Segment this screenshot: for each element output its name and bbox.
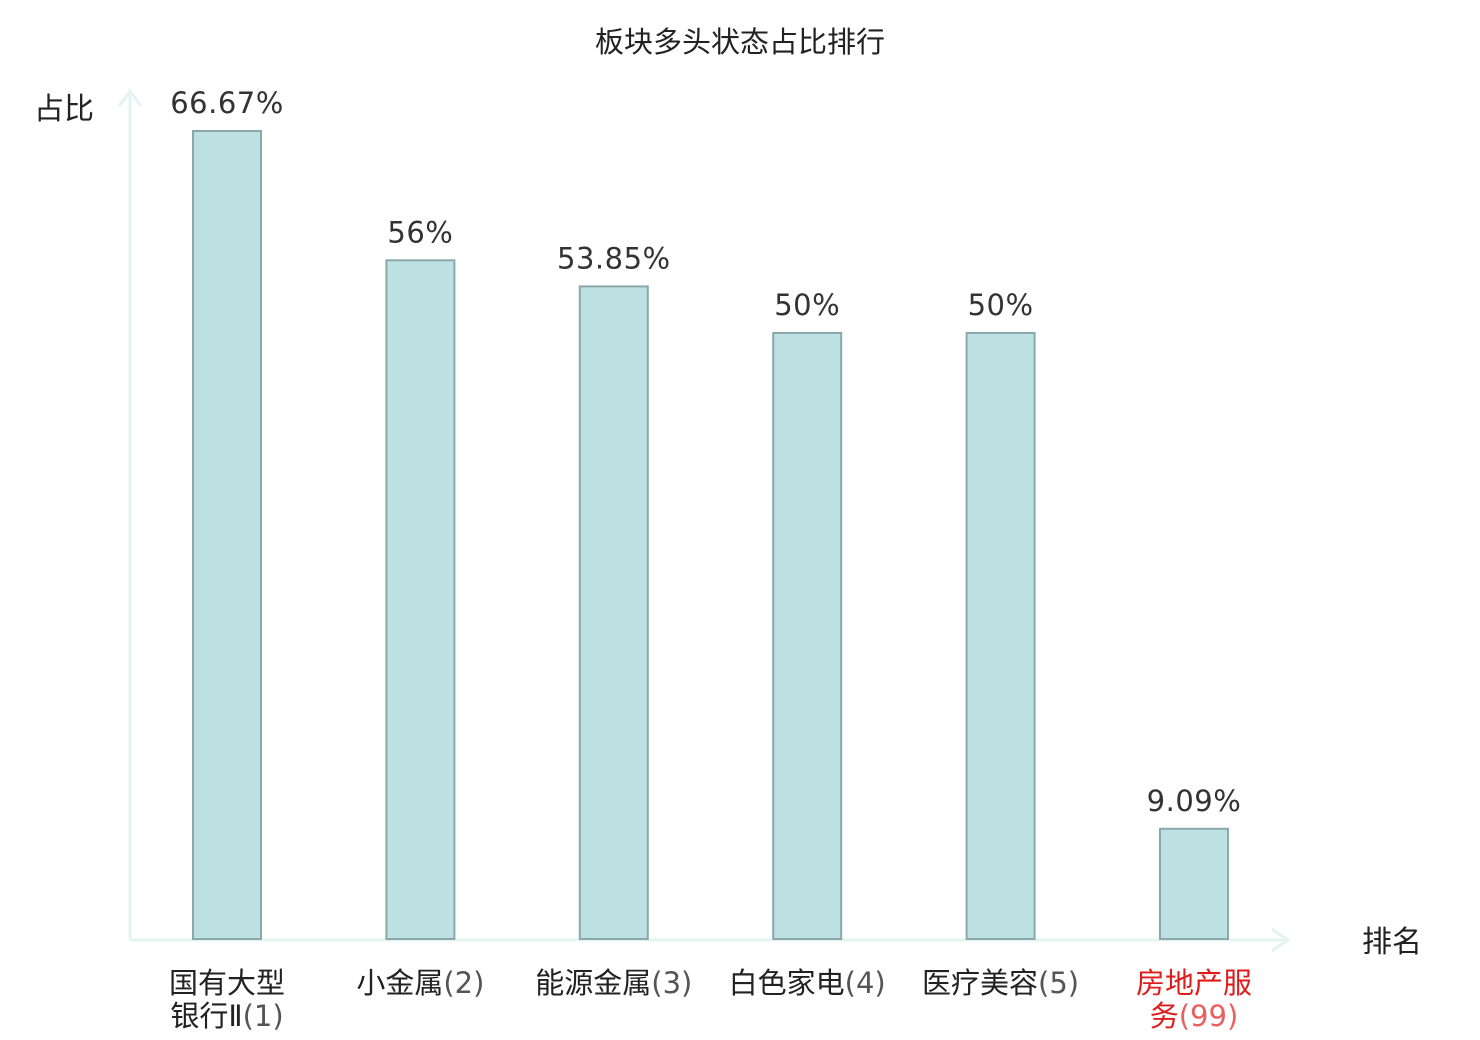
value-label-6: 9.09%	[1147, 784, 1242, 818]
category-label-1: 国有大型银行Ⅱ(1)	[169, 966, 285, 1033]
category-label-line: 白色家电(4)	[729, 966, 886, 1000]
category-label-line: 银行Ⅱ(1)	[170, 999, 283, 1033]
value-labels-layer: 66.67% 56% 53.85% 50% 50% 9.09%	[170, 86, 1241, 818]
value-label-4: 50%	[774, 288, 840, 322]
category-rank: (3)	[651, 966, 692, 1000]
bar-2	[385, 259, 456, 940]
x-axis-arrow	[1271, 927, 1291, 953]
category-rank: (4)	[845, 966, 886, 1000]
category-rank: (1)	[243, 999, 284, 1033]
category-label-5: 医疗美容(5)	[922, 966, 1079, 1000]
value-label-2: 56%	[387, 215, 453, 249]
category-label-line: 房地产服	[1136, 966, 1252, 1000]
bar-6	[1159, 827, 1229, 940]
bar-3	[578, 285, 649, 940]
category-label-3: 能源金属(3)	[535, 966, 692, 1000]
chart-title: 板块多头状态占比排行	[595, 25, 885, 59]
y-axis-label: 占比	[34, 92, 94, 127]
value-label-3: 53.85%	[557, 241, 671, 275]
category-rank: (5)	[1038, 966, 1079, 1000]
bar-4	[772, 332, 843, 940]
category-label-line: 小金属(2)	[356, 966, 484, 1000]
bar-1	[192, 130, 262, 940]
category-label-line: 医疗美容(5)	[922, 966, 1079, 1000]
category-labels-layer: 国有大型银行Ⅱ(1) 小金属(2) 能源金属(3) 白色家电(4) 医疗美容(5) 房地产…	[169, 966, 1252, 1033]
category-rank: (2)	[443, 966, 484, 1000]
bars-layer	[192, 130, 1229, 940]
category-label-line: 能源金属(3)	[535, 966, 692, 1000]
y-axis-arrow	[117, 88, 143, 107]
category-label-line: 务(99)	[1150, 999, 1239, 1033]
category-label-2: 小金属(2)	[356, 966, 484, 1000]
bar-5	[965, 332, 1036, 940]
category-label-6: 房地产服务(99)	[1136, 966, 1252, 1033]
category-label-4: 白色家电(4)	[729, 966, 886, 1000]
category-rank: (99)	[1179, 999, 1239, 1033]
x-axis-label: 排名	[1362, 925, 1422, 960]
value-label-1: 66.67%	[170, 86, 284, 120]
value-label-5: 50%	[968, 288, 1034, 322]
category-label-line: 国有大型	[169, 966, 285, 1000]
